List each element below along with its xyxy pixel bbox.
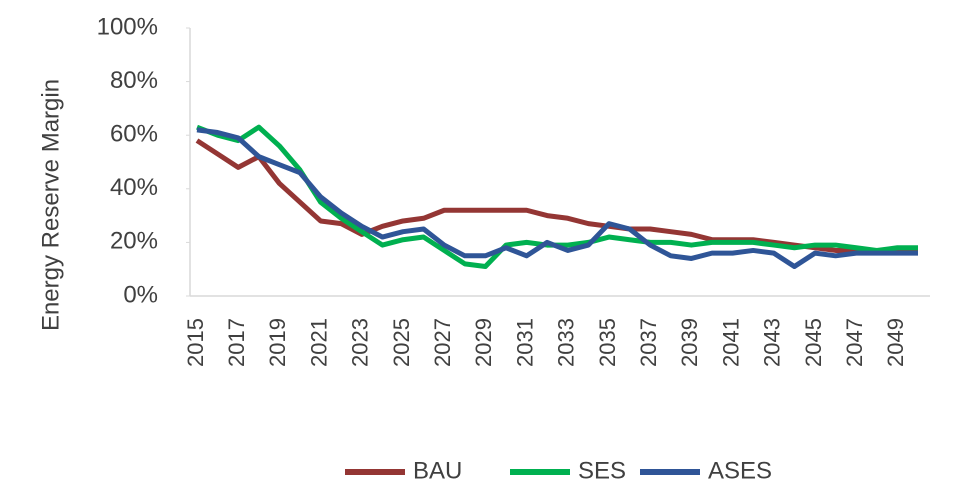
x-tick-label: 2019 xyxy=(265,318,290,367)
x-tick-label: 2035 xyxy=(595,318,620,367)
x-tick-label: 2031 xyxy=(512,318,537,367)
x-tick-label: 2047 xyxy=(842,318,867,367)
y-tick-label: 40% xyxy=(110,174,158,201)
line-series xyxy=(195,138,918,253)
y-axis-title: Energy Reserve Margin xyxy=(37,79,64,331)
x-tick-label: 2045 xyxy=(801,318,826,367)
y-tick-label: 80% xyxy=(110,67,158,94)
line-series xyxy=(196,127,918,270)
legend-label: ASES xyxy=(708,457,772,484)
x-tick-label: 2029 xyxy=(471,318,496,367)
x-tick-label: 2043 xyxy=(760,318,785,367)
y-tick-label: 60% xyxy=(110,121,158,148)
x-tick-label: 2049 xyxy=(883,318,908,367)
y-tick-label: 100% xyxy=(97,13,158,40)
y-tick-label: 20% xyxy=(110,228,158,255)
x-tick-label: 2039 xyxy=(677,318,702,367)
legend-label: SES xyxy=(578,457,626,484)
x-tick-label: 2025 xyxy=(389,318,414,367)
x-tick-label: 2041 xyxy=(718,318,743,367)
legend-label: BAU xyxy=(413,457,462,484)
y-tick-label: 0% xyxy=(123,281,158,308)
x-tick-label: 2021 xyxy=(306,318,331,367)
x-tick-label: 2023 xyxy=(348,318,373,367)
x-tick-label: 2017 xyxy=(224,318,249,367)
x-tick-label: 2027 xyxy=(430,318,455,367)
x-tick-label: 2015 xyxy=(183,318,208,367)
x-tick-label: 2033 xyxy=(554,318,579,367)
x-tick-label: 2037 xyxy=(636,318,661,367)
